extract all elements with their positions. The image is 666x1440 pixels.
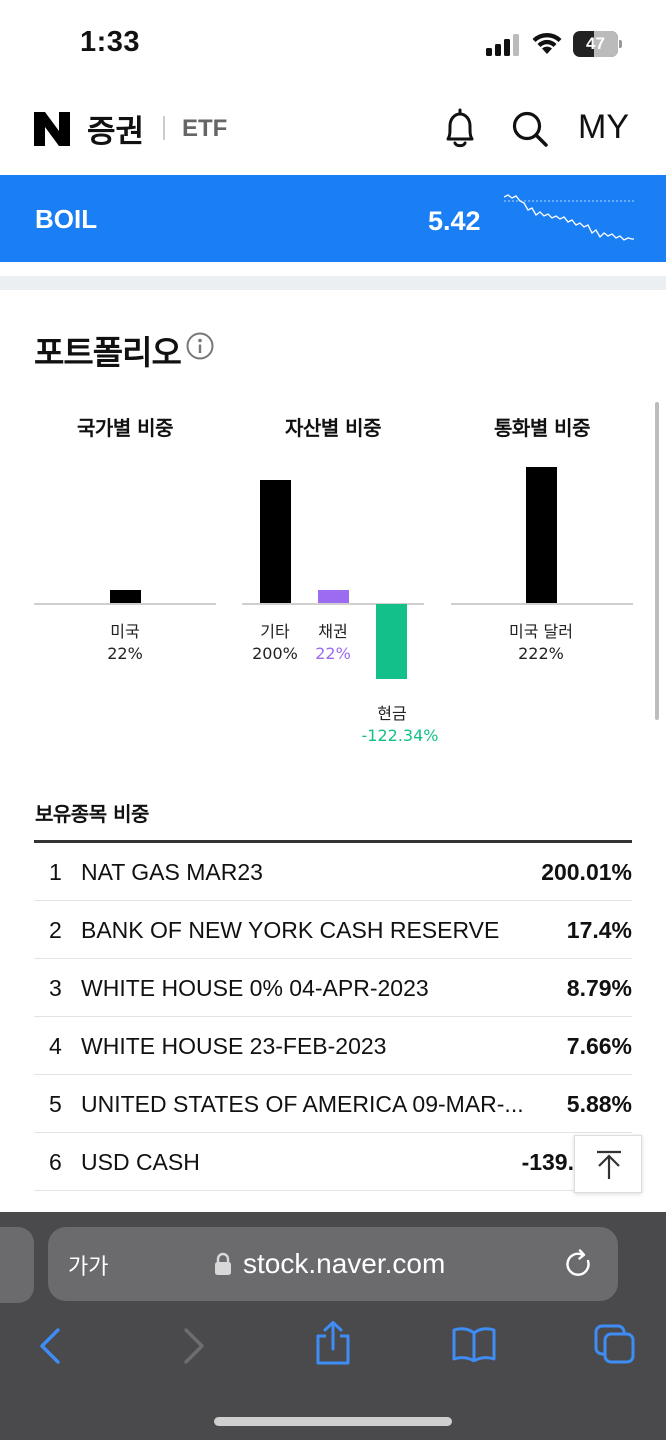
- bookmarks-icon[interactable]: [452, 1326, 496, 1362]
- asset-value-bond: 22%: [315, 644, 351, 663]
- country-label-us: 미국: [110, 622, 140, 641]
- holding-weight: -139.: [521, 1149, 574, 1175]
- asset-label-bond: 채권: [318, 622, 348, 641]
- info-icon[interactable]: [186, 332, 214, 360]
- asset-value-cash: -122.34%: [361, 726, 439, 745]
- holding-name: BANK OF NEW YORK CASH RESERVE: [81, 917, 500, 943]
- currency-value-usd: 222%: [518, 644, 564, 663]
- status-bar: 1:33 47: [0, 0, 666, 90]
- portfolio-title: 포트폴리오: [34, 333, 182, 372]
- my-page-link[interactable]: MY: [578, 108, 629, 146]
- url-text[interactable]: stock.naver.com: [243, 1248, 446, 1279]
- asset-bar-other: [259, 480, 291, 603]
- previous-tab-peek[interactable]: [0, 1227, 34, 1303]
- holding-weight: 8.79%: [566, 975, 632, 1001]
- holding-name: NAT GAS MAR23: [81, 859, 263, 885]
- reload-icon[interactable]: [564, 1249, 594, 1279]
- ticker-price: 5.42: [428, 206, 481, 236]
- forward-icon[interactable]: [180, 1328, 208, 1364]
- asset-label-other: 기타: [260, 622, 290, 641]
- holding-rank: 2: [49, 917, 62, 943]
- logo-text[interactable]: 증권: [87, 114, 145, 150]
- back-icon[interactable]: [36, 1328, 64, 1364]
- price-sparkline: [504, 194, 634, 241]
- naver-n-logo-icon[interactable]: [32, 110, 72, 148]
- scroll-indicator[interactable]: [655, 402, 659, 720]
- lock-icon: [215, 1252, 231, 1275]
- holding-row[interactable]: 2 BANK OF NEW YORK CASH RESERVE 17.4%: [34, 901, 632, 959]
- holding-rank: 4: [49, 1033, 62, 1059]
- asset-bar-cash: [375, 604, 407, 679]
- cellular-signal-icon: [486, 34, 519, 56]
- asset-value-other: 200%: [252, 644, 298, 663]
- currency-bar-usd: [525, 467, 557, 603]
- holding-rank: 6: [49, 1149, 62, 1175]
- holding-name: WHITE HOUSE 0% 04-APR-2023: [81, 975, 429, 1001]
- holding-weight: 5.88%: [566, 1091, 632, 1117]
- bell-icon[interactable]: [440, 108, 480, 150]
- holding-name: USD CASH: [81, 1149, 200, 1175]
- browser-bottom-bar: 가가 stock.naver.com: [0, 1212, 666, 1440]
- logo-divider: [163, 116, 165, 140]
- holding-weight: 7.66%: [566, 1033, 632, 1059]
- holding-weight: 200.01%: [541, 859, 632, 885]
- holdings-title: 보유종목 비중: [35, 802, 149, 826]
- status-time: 1:33: [80, 26, 141, 58]
- holding-rank: 3: [49, 975, 62, 1001]
- section-divider: [0, 276, 666, 290]
- address-bar[interactable]: 가가 stock.naver.com: [48, 1227, 618, 1301]
- country-chart-baseline: [34, 603, 216, 605]
- currency-weight-title: 통화별 비중: [494, 416, 590, 440]
- arrow-up-to-top-icon: [597, 1150, 621, 1179]
- asset-weight-title: 자산별 비중: [285, 416, 381, 440]
- scroll-to-top-button[interactable]: [574, 1135, 642, 1193]
- asset-bar-bond: [317, 589, 349, 603]
- country-value-us: 22%: [107, 644, 143, 663]
- battery-percent: 47: [586, 34, 605, 53]
- wifi-icon: [532, 32, 562, 54]
- search-icon[interactable]: [511, 110, 549, 148]
- asset-chart-baseline: [242, 603, 424, 605]
- country-bar-us: [109, 589, 141, 603]
- holding-name: UNITED STATES OF AMERICA 09-MAR-...: [81, 1091, 524, 1117]
- holding-row[interactable]: 4 WHITE HOUSE 23-FEB-2023 7.66%: [34, 1017, 632, 1075]
- asset-label-cash: 현금: [377, 704, 407, 723]
- currency-chart-baseline: [451, 603, 633, 605]
- ticker-symbol: BOIL: [35, 204, 98, 234]
- holding-row[interactable]: 6 USD CASH -139.: [34, 1133, 632, 1191]
- ticker-bar[interactable]: BOIL 5.42: [0, 175, 666, 262]
- holdings-table: 1 NAT GAS MAR23 200.01% 2 BANK OF NEW YO…: [34, 840, 632, 1191]
- currency-label-usd: 미국 달러: [509, 622, 573, 641]
- holding-rank: 1: [49, 859, 62, 885]
- holding-row[interactable]: 1 NAT GAS MAR23 200.01%: [34, 843, 632, 901]
- tabs-icon[interactable]: [594, 1324, 636, 1364]
- holding-weight: 17.4%: [566, 917, 632, 943]
- app-header: 증권 ETF MY: [0, 90, 666, 175]
- home-indicator: [214, 1417, 452, 1426]
- holding-row[interactable]: 5 UNITED STATES OF AMERICA 09-MAR-... 5.…: [34, 1075, 632, 1133]
- country-weight-title: 국가별 비중: [77, 416, 173, 440]
- holding-row[interactable]: 3 WHITE HOUSE 0% 04-APR-2023 8.79%: [34, 959, 632, 1017]
- holding-name: WHITE HOUSE 23-FEB-2023: [81, 1033, 387, 1059]
- share-icon[interactable]: [314, 1320, 352, 1366]
- battery-icon: 47: [573, 31, 623, 57]
- logo-sub-etf[interactable]: ETF: [182, 115, 228, 142]
- text-size-button[interactable]: 가가: [68, 1255, 109, 1280]
- holding-rank: 5: [49, 1091, 62, 1117]
